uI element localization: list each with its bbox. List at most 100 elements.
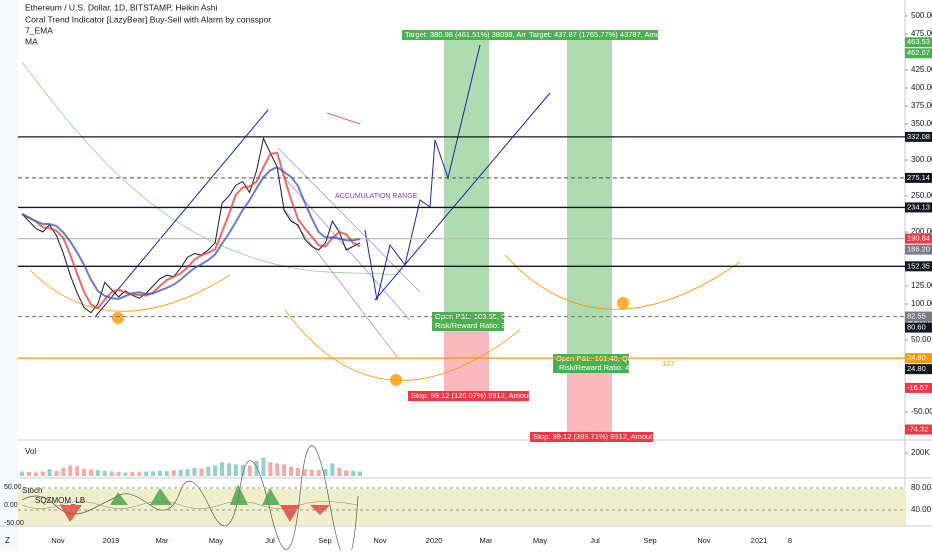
annotation: Stop: 99.12 (120.07%) 9912, Amount: 500 bbox=[411, 391, 551, 400]
annotation: Stop: 99.12 (399.71%) 9912, Amount: 500 bbox=[533, 432, 673, 441]
volume-bar bbox=[351, 470, 356, 476]
price-tick-label: 425.00 bbox=[911, 65, 932, 74]
price-tick-label: 250.00 bbox=[911, 191, 932, 200]
annotation: Target: 380.98 (461.51%) 38098, Amount: … bbox=[405, 30, 551, 39]
volume-bar bbox=[151, 471, 156, 476]
volume-bar bbox=[54, 470, 59, 476]
volume-bar bbox=[289, 466, 294, 476]
volume-bar bbox=[337, 467, 342, 476]
time-label: 8 bbox=[788, 536, 792, 545]
osc-tick-label: -50.00 bbox=[4, 520, 24, 527]
price-badge bbox=[905, 131, 932, 142]
label-box bbox=[408, 391, 529, 401]
ema-line bbox=[21, 151, 361, 310]
osc-tick-label: 50.00 bbox=[4, 484, 22, 491]
volume-bar bbox=[33, 472, 38, 476]
pane-label: SQZMOM_LB bbox=[35, 496, 85, 505]
price-badge bbox=[905, 37, 932, 48]
volume-bar bbox=[185, 469, 190, 476]
volume-bar bbox=[102, 470, 107, 476]
icon bbox=[617, 297, 629, 309]
volume-bar bbox=[220, 462, 225, 476]
volume-bar bbox=[192, 467, 197, 476]
volume-bar bbox=[116, 471, 121, 476]
price-badge bbox=[905, 48, 932, 59]
volume-bar bbox=[358, 471, 362, 476]
price-tick-label: 350.00 bbox=[911, 119, 932, 128]
price-badge-label: -74.32 bbox=[907, 424, 928, 433]
time-label: 2019 bbox=[103, 536, 120, 545]
volume-bar bbox=[137, 472, 142, 476]
annotation: ACCUMULATION RANGE bbox=[335, 193, 418, 200]
price-badge bbox=[905, 353, 932, 364]
label-box bbox=[526, 30, 658, 40]
volume-bar bbox=[275, 463, 280, 476]
volume-bar bbox=[302, 469, 307, 476]
indicator: 7_EMA bbox=[25, 25, 53, 35]
stoch-band bbox=[18, 489, 905, 525]
volume-bar bbox=[109, 471, 114, 476]
volume-bar bbox=[226, 463, 231, 476]
price-tick-label: 500.00 bbox=[911, 11, 932, 20]
volume-bar bbox=[344, 470, 349, 476]
price-badge bbox=[905, 382, 932, 393]
price-badge bbox=[905, 261, 932, 272]
price-tick-label: 375.00 bbox=[911, 101, 932, 110]
osc-tick-label: 0.00 bbox=[4, 502, 18, 509]
stoch-line bbox=[21, 445, 359, 555]
time-label: Nov bbox=[373, 536, 387, 545]
price-badge-label: 152.35 bbox=[907, 261, 930, 270]
indicator: Coral Trend Indicator [LazyBear] Buy-Sel… bbox=[25, 14, 271, 24]
time-label: Sep bbox=[643, 536, 656, 545]
time-label: Nov bbox=[51, 536, 65, 545]
time-label: Jul bbox=[265, 536, 275, 545]
time-label: Mar bbox=[480, 536, 493, 545]
volume-bar bbox=[199, 468, 204, 476]
volume-bar bbox=[178, 469, 183, 476]
volume-bar bbox=[171, 470, 176, 476]
volume-bar bbox=[323, 469, 328, 476]
price-badge bbox=[905, 244, 932, 255]
pane-label: Stoch bbox=[22, 486, 42, 495]
price-badge-label: 234.13 bbox=[907, 202, 930, 211]
price-badge bbox=[905, 311, 932, 322]
volume-bar bbox=[330, 463, 335, 476]
price-badge-label: 24.80 bbox=[907, 353, 926, 362]
time-label: May bbox=[209, 536, 223, 545]
price-badge bbox=[905, 364, 932, 375]
price-badge-label: 463.53 bbox=[907, 37, 930, 46]
price-tick-label: 475.00 bbox=[911, 29, 932, 38]
volume-bar bbox=[206, 466, 211, 476]
label-box bbox=[402, 30, 528, 40]
time-label: Nov bbox=[697, 536, 711, 545]
volume-bar bbox=[309, 469, 314, 476]
target-zone bbox=[567, 40, 612, 356]
label-box bbox=[530, 432, 653, 442]
volume-bar bbox=[61, 467, 66, 476]
volume-bar bbox=[130, 471, 135, 476]
price-tick-label: 125.00 bbox=[911, 281, 932, 290]
price-badge bbox=[905, 424, 932, 435]
volume-bar bbox=[240, 465, 245, 476]
annotation: 127 bbox=[662, 359, 675, 368]
label-box bbox=[432, 312, 504, 331]
price-badge-label: 24.80 bbox=[907, 364, 926, 373]
volume-tick-label: 200K bbox=[911, 448, 930, 457]
volume-bar bbox=[75, 466, 80, 476]
volume-bar bbox=[26, 471, 31, 476]
volume-bar bbox=[316, 470, 321, 476]
osc-tick-label: 40.00 bbox=[911, 505, 932, 514]
time-label: 2020 bbox=[426, 536, 443, 545]
volume-bar bbox=[268, 462, 273, 476]
projection-arrow bbox=[94, 44, 551, 318]
arc bbox=[29, 269, 231, 312]
volume-bar bbox=[88, 469, 93, 476]
price-badge-label: 462.67 bbox=[907, 48, 930, 57]
corner-label: Z bbox=[5, 536, 10, 545]
icon bbox=[390, 374, 402, 386]
ma-line bbox=[21, 61, 401, 276]
price-badge-label: 275.14 bbox=[907, 173, 930, 182]
volume-bar bbox=[282, 464, 287, 476]
price-badge bbox=[905, 172, 932, 183]
